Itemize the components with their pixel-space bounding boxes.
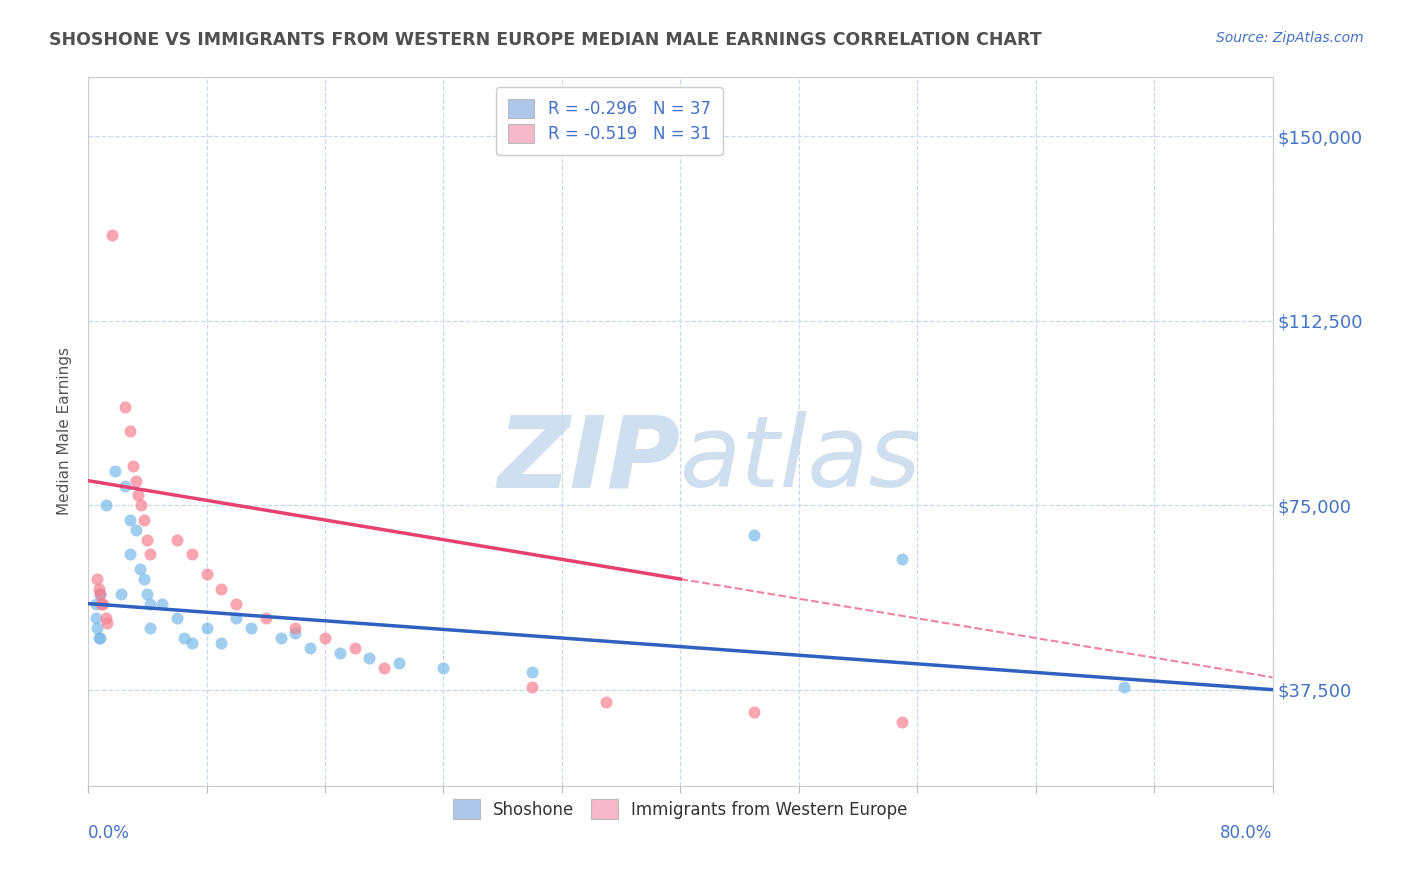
Point [129,562,152,576]
Point [225,611,247,625]
Point [87,631,110,645]
Point [136,533,159,547]
Point [373,660,395,674]
Text: ZIP: ZIP [498,411,681,508]
Point [166,533,188,547]
Point [84,611,107,625]
Point [891,714,914,729]
Point [388,656,411,670]
Point [89,631,111,645]
Point [90,597,112,611]
Point [89,587,111,601]
Point [136,587,159,601]
Point [891,552,914,566]
Point [150,597,173,611]
Point [240,621,263,635]
Text: Source: ZipAtlas.com: Source: ZipAtlas.com [1216,31,1364,45]
Point [118,513,141,527]
Point [432,660,454,674]
Text: atlas: atlas [681,411,922,508]
Point [86,621,108,635]
Point [744,705,766,719]
Point [86,572,108,586]
Point [284,621,307,635]
Point [121,458,143,473]
Point [209,582,232,596]
Point [127,488,149,502]
Point [94,611,117,625]
Point [118,548,141,562]
Point [118,425,141,439]
Text: SHOSHONE VS IMMIGRANTS FROM WESTERN EUROPE MEDIAN MALE EARNINGS CORRELATION CHAR: SHOSHONE VS IMMIGRANTS FROM WESTERN EURO… [49,31,1042,49]
Point [209,636,232,650]
Point [166,611,188,625]
Point [124,474,146,488]
Point [329,646,352,660]
Point [101,227,124,242]
Point [1114,680,1136,694]
Point [254,611,277,625]
Point [180,548,202,562]
Y-axis label: Median Male Earnings: Median Male Earnings [58,348,72,516]
Point [195,621,218,635]
Point [139,621,162,635]
Point [744,528,766,542]
Point [359,650,381,665]
Point [343,640,366,655]
Point [522,680,544,694]
Point [91,597,114,611]
Point [134,513,156,527]
Point [114,400,136,414]
Point [87,582,110,596]
Point [270,631,292,645]
Point [299,640,322,655]
Point [139,597,162,611]
Point [131,498,153,512]
Point [314,631,336,645]
Text: 0.0%: 0.0% [89,824,129,842]
Point [114,478,136,492]
Point [284,626,307,640]
Point [84,597,107,611]
Point [96,616,118,631]
Point [104,464,127,478]
Point [89,587,111,601]
Text: 80.0%: 80.0% [1220,824,1272,842]
Point [173,631,195,645]
Point [124,523,146,537]
Point [595,695,617,709]
Point [522,665,544,680]
Legend: Shoshone, Immigrants from Western Europe: Shoshone, Immigrants from Western Europe [441,788,920,830]
Point [225,597,247,611]
Point [94,498,117,512]
Point [134,572,156,586]
Point [195,567,218,582]
Point [180,636,202,650]
Point [139,548,162,562]
Point [110,587,132,601]
